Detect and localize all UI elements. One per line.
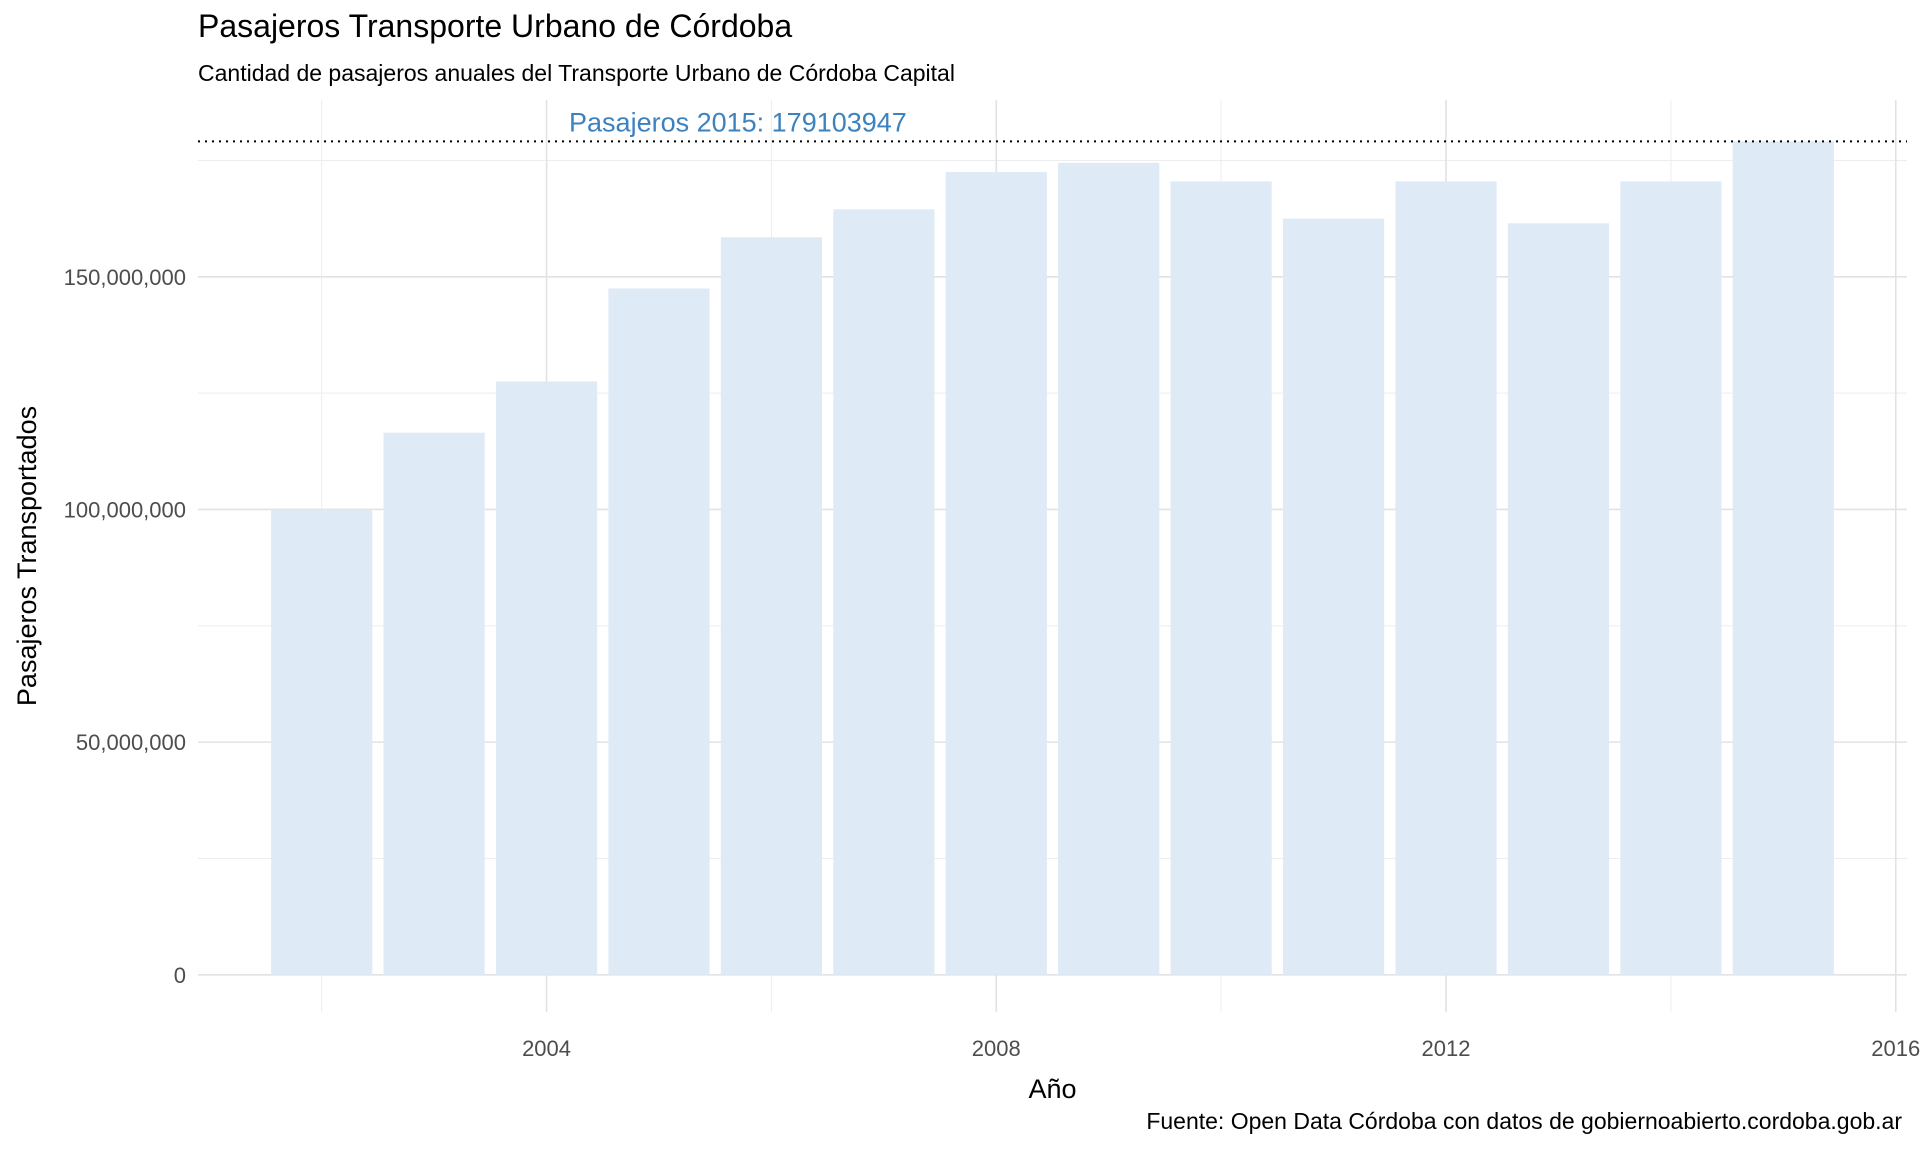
bars (271, 141, 1834, 975)
chart-caption: Fuente: Open Data Córdoba con datos de g… (1146, 1108, 1902, 1134)
y-tick-labels: 0 50,000,000 100,000,000 150,000,000 (64, 265, 186, 988)
bar-2005 (608, 288, 710, 975)
bar-2011 (1282, 218, 1385, 975)
bar-2013 (1507, 223, 1610, 975)
bar-2010 (1170, 181, 1272, 975)
x-tick-label: 2004 (522, 1036, 571, 1061)
bar-2014 (1620, 181, 1722, 975)
y-tick-label: 100,000,000 (64, 497, 186, 522)
chart-title: Pasajeros Transporte Urbano de Córdoba (198, 8, 793, 44)
y-axis-label: Pasajeros Transportados (12, 406, 42, 706)
y-tick-label: 150,000,000 (64, 265, 186, 290)
x-axis-label: Año (1028, 1074, 1076, 1104)
bar-2007 (833, 209, 935, 975)
x-tick-label: 2008 (972, 1036, 1021, 1061)
bar-2003 (383, 432, 485, 975)
x-tick-label: 2012 (1422, 1036, 1471, 1061)
bar-2008 (945, 172, 1047, 975)
bar-2009 (1058, 162, 1160, 975)
bar-2015 (1732, 141, 1834, 975)
bar-2012 (1395, 181, 1497, 975)
bar-2002 (271, 509, 373, 975)
x-tick-labels: 2004 2008 2012 2016 (522, 1036, 1920, 1061)
chart-subtitle: Cantidad de pasajeros anuales del Transp… (198, 60, 955, 86)
annotation-label: Pasajeros 2015: 179103947 (569, 107, 907, 137)
y-tick-label: 0 (174, 963, 186, 988)
x-tick-label: 2016 (1871, 1036, 1920, 1061)
bar-2006 (720, 237, 823, 975)
y-tick-label: 50,000,000 (76, 730, 186, 755)
bar-2004 (495, 381, 598, 975)
